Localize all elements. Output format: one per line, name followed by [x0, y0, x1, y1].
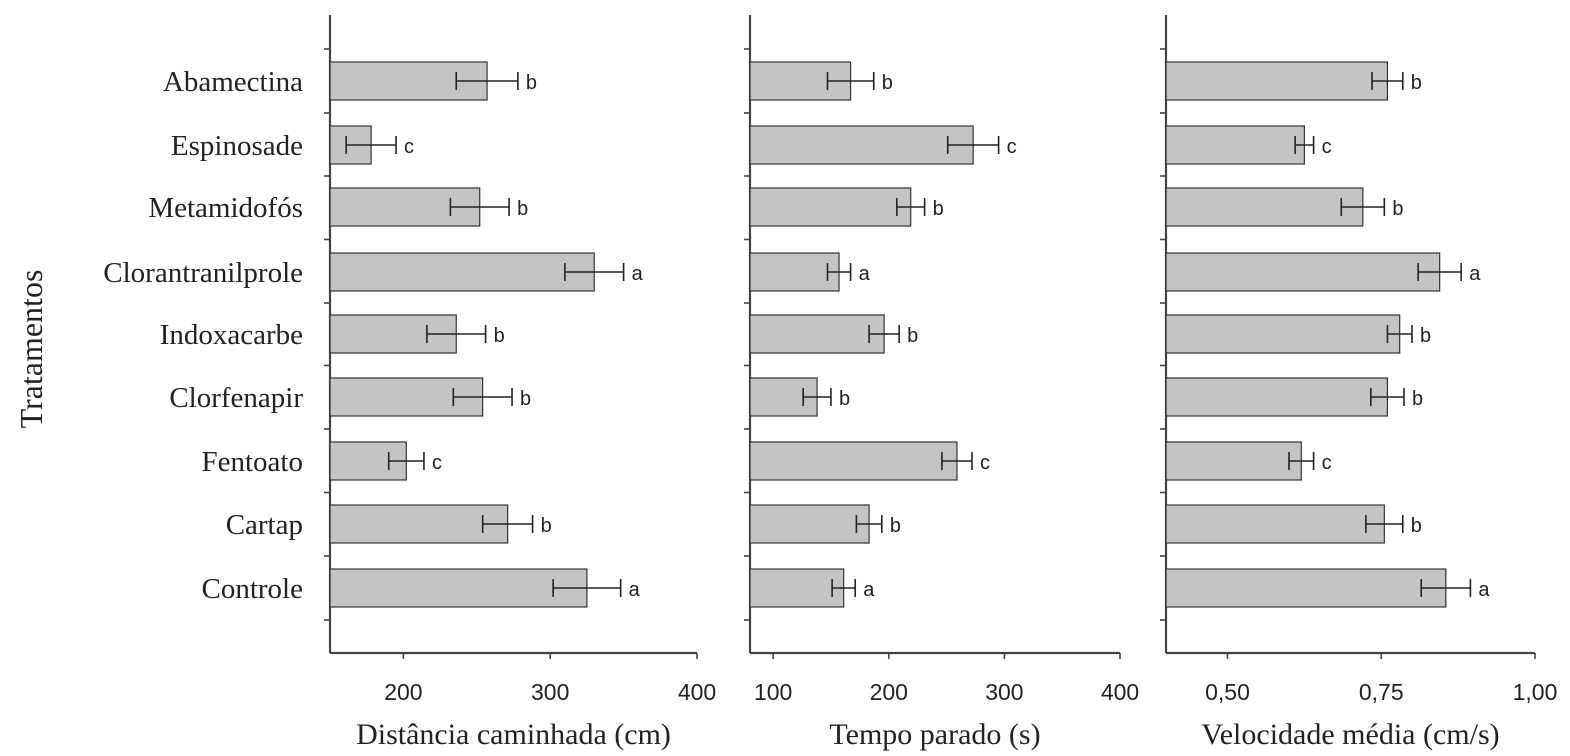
significance-letter: b [526, 72, 537, 94]
significance-letter: c [432, 452, 442, 474]
bar [749, 125, 974, 165]
significance-letter: c [1007, 136, 1017, 158]
bar [329, 568, 588, 608]
significance-letter: c [1322, 452, 1332, 474]
bar [1165, 441, 1302, 481]
bar [1165, 252, 1441, 292]
category-label: Metamidofós [148, 192, 303, 224]
category-label: Fentoato [202, 446, 304, 478]
bar [749, 441, 958, 481]
significance-letter: b [1420, 325, 1431, 347]
x-tick-label: 100 [754, 679, 792, 705]
bar [749, 504, 870, 544]
x-tick-label: 300 [531, 679, 569, 705]
chart-panel-3: 0,50 0,75 1,00 Velocidade média (cm/s) b c b a b… [1160, 15, 1557, 751]
y-axis-title: Tratamentos [13, 270, 49, 429]
x-tick-label: 400 [1101, 679, 1139, 705]
bar [1165, 377, 1388, 417]
x-tick-label: 200 [870, 679, 908, 705]
x-axis-title: Tempo parado (s) [829, 718, 1040, 751]
significance-letter: a [859, 263, 871, 285]
x-tick-label: 300 [985, 679, 1023, 705]
bar [749, 568, 845, 608]
significance-letter: b [1412, 388, 1423, 410]
category-label: Cartap [226, 509, 303, 541]
bar [1165, 187, 1364, 227]
bar [329, 252, 595, 292]
bar [329, 504, 509, 544]
category-label: Clorfenapir [169, 382, 303, 414]
significance-letter: b [517, 198, 528, 220]
significance-letter: b [520, 388, 531, 410]
bar [749, 187, 912, 227]
significance-letter: b [1392, 198, 1403, 220]
x-axis-title: Distância caminhada (cm) [356, 718, 671, 751]
significance-letter: a [863, 579, 875, 601]
category-label: Espinosade [171, 130, 303, 162]
significance-letter: b [839, 388, 850, 410]
chart-panel-2: 100 200 300 400 Tempo parado (s) b c b a b b c b a [744, 15, 1139, 751]
bar [1165, 314, 1401, 354]
category-label: Abamectina [163, 66, 303, 98]
chart-panel-1: 200 300 400 Distância caminhada (cm) b c b a b b c… [324, 15, 716, 751]
significance-letter: c [404, 136, 414, 158]
category-label: Indoxacarbe [160, 319, 303, 351]
significance-letter: c [1322, 136, 1332, 158]
x-tick-label: 400 [678, 679, 716, 705]
bar [1165, 504, 1385, 544]
x-tick-label: 200 [384, 679, 422, 705]
significance-letter: b [933, 198, 944, 220]
bar [1165, 568, 1447, 608]
significance-letter: a [1478, 579, 1490, 601]
significance-letter: b [1411, 515, 1422, 537]
significance-letter: c [980, 452, 990, 474]
significance-letter: b [890, 515, 901, 537]
significance-letter: a [632, 263, 644, 285]
x-tick-label: 0,75 [1359, 679, 1404, 705]
category-label: Clorantranilprole [103, 257, 303, 289]
significance-letter: b [541, 515, 552, 537]
bar [749, 252, 840, 292]
significance-letter: b [1411, 72, 1422, 94]
category-label: Controle [202, 573, 304, 605]
bar [1165, 61, 1388, 101]
x-tick-label: 1,00 [1513, 679, 1558, 705]
significance-letter: a [629, 579, 641, 601]
significance-letter: b [882, 72, 893, 94]
significance-letter: a [1469, 263, 1481, 285]
x-axis-title: Velocidade média (cm/s) [1201, 718, 1499, 751]
bar [749, 314, 885, 354]
significance-letter: b [494, 325, 505, 347]
x-tick-label: 0,50 [1205, 679, 1250, 705]
significance-letter: b [907, 325, 918, 347]
bar [1165, 125, 1305, 165]
